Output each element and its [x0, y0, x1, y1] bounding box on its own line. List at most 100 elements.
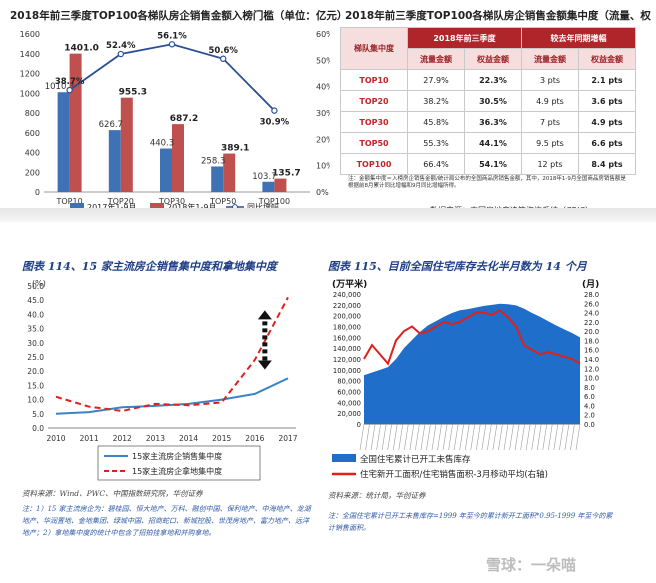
y-tick-label: 800 — [25, 109, 40, 118]
table-head-yoy: 较去年同期增幅 — [521, 27, 636, 49]
table-note: 注：金额集中度＝入榜房企销售金额/统计局公布的全国商品房销售金额，其中，2018… — [348, 176, 626, 189]
x-tick-label: 2010 — [46, 434, 65, 443]
y-tick-label: 40,000 — [337, 399, 361, 407]
watermark: 雪球：一朵喵 — [486, 556, 577, 574]
y-tick-label: 5.0 — [32, 410, 44, 419]
y2-tick-label: 50% — [316, 56, 330, 65]
chart2-source: 资料来源：Wind、PWC、中国指数研究院，华创证券 — [22, 489, 203, 498]
date-axis-tick — [492, 423, 498, 451]
table-cell: 12 pts — [521, 153, 579, 175]
y-tick-label: 160,000 — [333, 334, 361, 342]
y-tick-label: 200 — [25, 168, 40, 177]
legend-label: 同比增幅 — [247, 202, 279, 212]
growth-label: 50.6% — [208, 46, 238, 56]
table-sub-head: 流量金额 — [407, 48, 465, 70]
growth-label: 56.1% — [157, 31, 187, 41]
table-cell: 8.4 pts — [578, 153, 636, 175]
table-cell: 9.5 pts — [521, 132, 579, 154]
y-tick-label: 1000 — [20, 89, 40, 98]
date-axis-tick — [442, 423, 448, 451]
date-axis-tick — [564, 423, 570, 451]
concentration-table-wrap: 梯队集中度 2018年前三季度 较去年同期增幅 流量金额 权益金额 流量金额 权… — [340, 27, 636, 175]
bar-2018-label: 955.3 — [119, 88, 147, 98]
table-cell: 66.4% — [407, 153, 465, 175]
x-tick-label: TOP50 — [209, 197, 236, 206]
y-tick-label: 20,000 — [337, 410, 361, 418]
date-axis-tick — [575, 423, 581, 451]
y-tick-label: 30.0 — [27, 339, 44, 348]
date-axis-tick — [548, 423, 553, 451]
date-axis-tick — [359, 423, 365, 451]
bar-2018-label: 687.2 — [170, 114, 198, 124]
chart3-title: 图表 115、目前全国住宅库存去化半月数为 14 个月 — [328, 260, 587, 273]
date-axis-tick — [487, 423, 492, 451]
chart2-title: 图表 114、15 家主流房企销售集中度和拿地集中度 — [22, 260, 277, 273]
y-tick-label: 1400 — [20, 50, 40, 59]
panel-divider — [0, 208, 656, 222]
y-unit-label: (%) — [32, 279, 46, 288]
y-tick-label: 400 — [25, 149, 40, 158]
date-axis-tick — [553, 423, 559, 451]
table-cell: 38.2% — [407, 90, 465, 112]
y-tick-label: 0 — [357, 421, 361, 429]
bar-2017 — [211, 166, 224, 192]
table-sub-head: 权益金额 — [578, 48, 636, 70]
legend-swatch-inventory — [332, 454, 356, 462]
legend-swatch-2018 — [150, 203, 164, 210]
table-cell: 30.5% — [464, 90, 522, 112]
x-tick-label: TOP10 — [56, 197, 83, 206]
bar-2017-label: 103.7 — [252, 172, 276, 182]
bar-2017 — [57, 92, 70, 192]
bar-2017 — [262, 181, 275, 192]
concentration-table: 梯队集中度 2018年前三季度 较去年同期增幅 流量金额 权益金额 流量金额 权… — [340, 27, 636, 175]
legend-label: 2018年1-9月 — [167, 202, 216, 212]
growth-line — [69, 43, 276, 112]
concentration-line-chart: (%) 0.0 5.0 10.0 15.0 20.0 25.0 30.0 35.0 40.0 45.… — [27, 279, 298, 481]
growth-label: 38.7% — [55, 77, 85, 87]
bar-2018-label: 135.7 — [272, 169, 300, 179]
bar-2018 — [274, 178, 287, 192]
date-axis-tick — [503, 423, 509, 451]
date-axis-tick — [387, 423, 392, 451]
x-tick-label: 2011 — [80, 434, 99, 443]
y-tick-label: 0.0 — [32, 424, 44, 433]
bar-2018 — [69, 53, 82, 193]
y-tick-label: 45.0 — [27, 296, 44, 305]
table-cell: 2.1 pts — [578, 69, 636, 91]
date-axis-tick — [376, 423, 381, 451]
y-tick-label: 1600 — [20, 30, 40, 39]
y2-tick-label: 12.0 — [584, 365, 599, 373]
date-axis-tick — [464, 423, 470, 451]
date-axis-tick — [498, 423, 503, 451]
legend-label: 全国住宅累计已开工未售库存 — [360, 454, 471, 465]
table-title: 2018年前三季度TOP100各梯队房企销售金额集中度（流量、权 — [345, 10, 651, 22]
date-axis-tick — [570, 423, 575, 451]
arrow-head-up — [257, 310, 272, 320]
date-axis-tick — [470, 423, 476, 451]
y2-tick-label: 0.0 — [584, 421, 595, 429]
date-axis-tick — [426, 423, 431, 451]
date-axis-tick — [398, 423, 404, 451]
y2-tick-label: 16.0 — [584, 347, 599, 355]
y-tick-label: 120,000 — [333, 356, 361, 364]
bar-2017 — [108, 130, 121, 192]
bar-2018 — [223, 153, 236, 192]
sales-concentration-line — [55, 377, 289, 415]
y-tick-label: 15.0 — [27, 381, 44, 390]
table-sub-head: 流量金额 — [521, 48, 579, 70]
row-label: TOP30 — [340, 111, 408, 133]
y-tick-label: 0 — [35, 188, 40, 197]
date-axis-tick — [531, 423, 536, 451]
chart2-note: 注：1）15 家主流房企为：碧桂园、恒大地产、万科、融创中国、保利地产、中海地产… — [22, 505, 311, 537]
date-axis-tick — [370, 423, 376, 451]
y-tick-label: 140,000 — [333, 345, 361, 353]
chart3-source: 资料来源：统计局，华创证券 — [328, 491, 426, 500]
growth-point — [66, 86, 73, 94]
bar-2017-label: 440.3 — [150, 139, 174, 149]
table-cell: 22.3% — [464, 69, 522, 91]
legend-box — [97, 445, 261, 481]
date-axis-tick — [514, 423, 520, 451]
date-axis-tick — [404, 423, 409, 451]
y-tick-label: 35.0 — [27, 325, 44, 334]
table-cell: 55.3% — [407, 132, 465, 154]
